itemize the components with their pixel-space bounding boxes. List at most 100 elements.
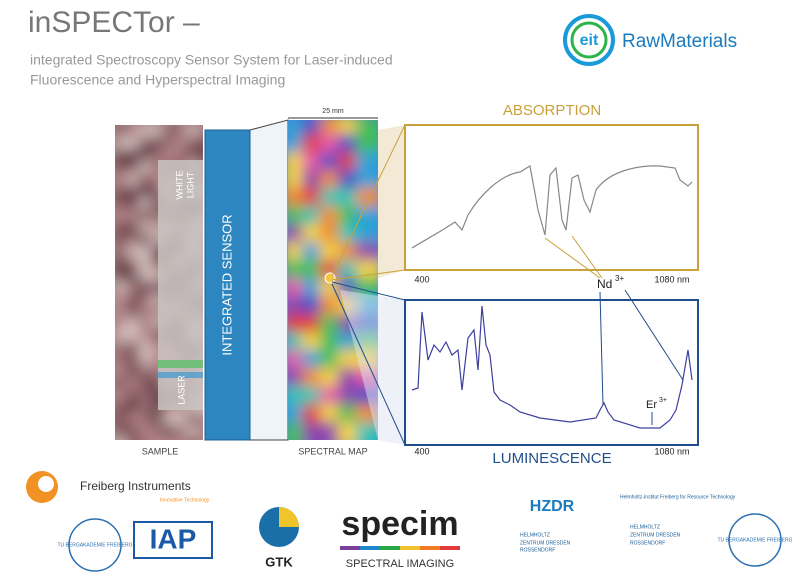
texture [139,233,153,247]
texture [139,137,153,151]
texture [139,293,153,307]
texture [127,233,141,247]
texture [127,269,141,283]
white-light-label: WHITE [174,171,184,200]
hzdr-line: HELMHOLTZ [520,532,550,538]
texture [139,365,153,379]
texture [115,317,129,331]
texture [175,425,189,439]
freiberg-tag: Innovative Technology [160,497,210,503]
texture [115,209,129,223]
texture [163,413,177,427]
texture [187,413,201,427]
texture [127,389,141,403]
gtk-logo [279,507,299,527]
texture [115,161,129,175]
freiberg-name: Freiberg Instruments [80,479,191,493]
texture [139,389,153,403]
texture [115,269,129,283]
texture [127,341,141,355]
specim-tag: SPECTRAL IMAGING [346,558,454,570]
tu-seal-text: TU BERGAKADEMIE FREIBERG [717,537,792,543]
texture [115,125,129,139]
texture [127,245,141,259]
texture [127,377,141,391]
white-light-label: LIGHT [185,171,195,198]
texture [139,209,153,223]
texture [139,281,153,295]
texture [127,413,141,427]
texture [127,221,141,235]
texture [139,401,153,415]
texture [115,149,129,163]
texture [151,425,165,439]
specim-bar [340,546,460,550]
texture [127,401,141,415]
texture [115,197,129,211]
subtitle: integrated Spectroscopy Sensor System fo… [30,52,393,68]
texture [139,125,153,139]
er-ion: Er [646,399,657,411]
texture [127,149,141,163]
texture [139,425,153,439]
absorption-title: ABSORPTION [503,102,601,119]
probe-point [325,273,335,283]
luminescence-title: LUMINESCENCE [492,450,611,467]
texture [187,437,201,451]
hzdr-line: ROSSENDORF [520,547,555,553]
laser-label: LASER [176,375,186,405]
texture [115,221,129,235]
luminescence-box [405,300,698,445]
texture [139,317,153,331]
texture [127,197,141,211]
texture [139,413,153,427]
hif-name: Helmholtz-Institut Freiberg for Resource… [620,494,736,500]
texture [139,245,153,259]
texture [115,365,129,379]
gtk-name: GTK [265,554,293,569]
texture [115,257,129,271]
texture [115,173,129,187]
nd-ion: Nd [597,277,612,291]
texture [127,125,141,139]
texture [139,149,153,163]
texture [115,413,129,427]
texture [115,437,129,451]
texture [127,317,141,331]
texture [139,269,153,283]
texture [115,245,129,259]
iap-name: IAP [150,523,197,554]
texture [187,425,201,439]
texture [127,137,141,151]
absorption-box [405,125,698,270]
texture [127,437,141,451]
texture [127,353,141,367]
texture [127,365,141,379]
texture [175,137,189,151]
texture [187,125,201,139]
texture [115,425,129,439]
texture [139,221,153,235]
absorption-x-start: 400 [414,274,429,284]
sample-image [115,125,213,451]
luminescence-x-start: 400 [414,446,429,456]
sensor-beam [250,120,288,440]
eit-name: RawMaterials [622,31,737,52]
texture [115,137,129,151]
texture [151,413,165,427]
hif-line: HELMHOLTZ [630,524,660,530]
title: inSPECTor – [28,6,200,39]
texture [115,185,129,199]
texture [163,137,177,151]
poster: inSPECTor – integrated Spectroscopy Sens… [0,0,792,578]
texture [127,257,141,271]
texture [127,173,141,187]
er-charge: 3+ [659,397,667,404]
sensor-label: INTEGRATED SENSOR [219,214,234,355]
tu-seal-text: TU BERGAKADEMIE FREIBERG [57,542,132,548]
texture [115,305,129,319]
eit-mark: eit [580,32,599,49]
texture [151,137,165,151]
freiberg-logo [38,476,54,492]
texture [115,353,129,367]
